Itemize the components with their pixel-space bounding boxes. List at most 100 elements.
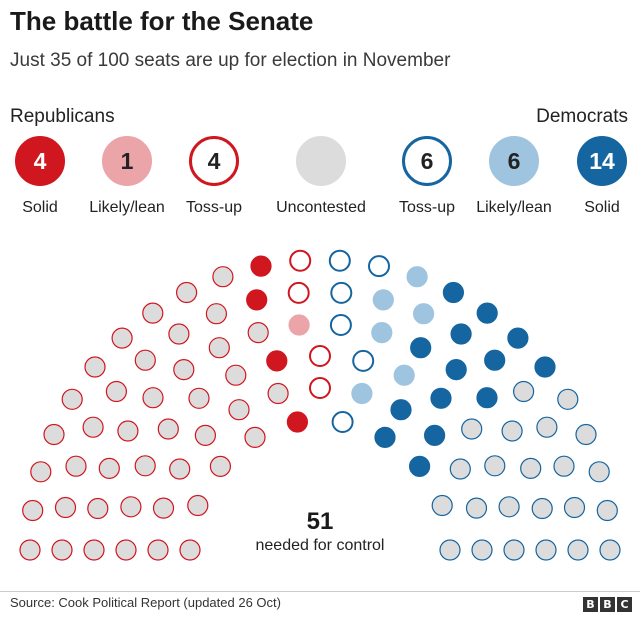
bbc-logo-letter: B — [583, 597, 598, 612]
legend-uncontested-bubble — [296, 136, 346, 186]
seat-rep-uncontested — [61, 388, 83, 410]
seat-dem-solid — [442, 281, 464, 304]
seat-rep-uncontested — [205, 303, 227, 325]
seat-dem-solid — [430, 387, 452, 409]
seat-rep-uncontested — [225, 364, 247, 386]
seat-rep-uncontested — [188, 387, 210, 409]
seat-dem-uncontested — [588, 461, 610, 483]
seat-rep-uncontested — [30, 461, 52, 483]
seat-rep-toss-up — [309, 377, 331, 399]
seat-dem-toss-up — [331, 411, 354, 433]
seat-rep-solid — [266, 350, 288, 372]
seat-rep-likely-lean — [288, 314, 310, 336]
seat-rep-uncontested — [179, 539, 201, 561]
seat-dem-likely-lean — [371, 321, 393, 344]
seat-rep-uncontested — [173, 358, 195, 381]
seat-rep-uncontested — [22, 499, 44, 522]
seat-rep-uncontested — [82, 416, 104, 438]
legend-dem-tossup: 6 Toss-up — [372, 136, 482, 217]
seat-dem-uncontested — [520, 457, 542, 479]
seat-rep-uncontested — [51, 539, 73, 561]
seat-dem-solid — [374, 426, 396, 448]
seat-rep-uncontested — [117, 420, 139, 442]
seat-dem-solid — [476, 302, 498, 324]
legend-rep-tossup: 4 Toss-up — [159, 136, 269, 217]
seat-dem-solid — [410, 337, 432, 359]
seat-rep-uncontested — [65, 455, 87, 477]
seat-rep-uncontested — [147, 539, 169, 561]
legend-rep-likely-label: Likely/lean — [89, 199, 165, 216]
seat-rep-uncontested — [212, 266, 234, 288]
seat-rep-solid — [246, 289, 268, 311]
seat-rep-uncontested — [244, 426, 266, 448]
seat-rep-toss-up — [287, 281, 310, 304]
seat-dem-likely-lean — [406, 266, 428, 288]
seat-dem-likely-lean — [372, 289, 394, 311]
legend-rep-tossup-label: Toss-up — [185, 199, 243, 216]
seat-dem-solid — [409, 455, 431, 477]
seat-rep-uncontested — [152, 497, 175, 519]
seat-dem-uncontested — [471, 539, 493, 561]
seat-dem-solid — [450, 323, 472, 345]
seat-rep-uncontested — [111, 327, 133, 349]
legend-rep-solid-bubble: 4 — [15, 136, 65, 186]
seat-rep-uncontested — [228, 399, 250, 421]
seat-dem-solid — [507, 327, 529, 349]
seat-dem-solid — [476, 387, 498, 409]
seat-rep-uncontested — [54, 496, 77, 519]
seat-dem-solid — [445, 358, 467, 381]
bbc-logo-letter: C — [617, 597, 632, 612]
republicans-label: Republicans — [10, 106, 115, 127]
seat-rep-solid — [250, 255, 272, 277]
seat-rep-uncontested — [84, 356, 106, 378]
legend-dem-solid: 14 Solid — [547, 136, 640, 217]
legend-rep-likely-bubble: 1 — [102, 136, 152, 186]
seat-rep-uncontested — [120, 496, 142, 518]
legend-dem-tossup-label: Toss-up — [398, 199, 456, 216]
chart-title: The battle for the Senate — [10, 6, 314, 36]
seat-rep-uncontested — [209, 455, 231, 477]
footer-divider — [0, 591, 640, 592]
seat-rep-uncontested — [194, 424, 216, 446]
seat-dem-uncontested — [553, 455, 575, 477]
seat-rep-toss-up — [289, 249, 312, 272]
seat-dem-solid — [424, 424, 446, 446]
legend-rep-solid-label: Solid — [22, 199, 58, 216]
seat-rep-uncontested — [115, 539, 137, 561]
seat-rep-uncontested — [157, 418, 179, 440]
seat-dem-uncontested — [431, 494, 453, 517]
seat-dem-uncontested — [512, 380, 535, 403]
seat-rep-uncontested — [43, 423, 65, 446]
seat-dem-likely-lean — [413, 303, 435, 325]
seat-dem-uncontested — [596, 499, 618, 522]
seat-rep-solid — [286, 411, 308, 433]
seat-rep-uncontested — [134, 349, 156, 371]
democrats-label: Democrats — [536, 106, 628, 127]
legend-uncontested: Uncontested — [266, 136, 376, 217]
seat-dem-uncontested — [503, 539, 525, 561]
seat-rep-uncontested — [19, 539, 41, 561]
seat-rep-uncontested — [187, 494, 209, 517]
seat-rep-uncontested — [83, 539, 105, 561]
seat-rep-uncontested — [176, 281, 198, 304]
seat-dem-uncontested — [575, 423, 597, 446]
seat-dem-uncontested — [465, 497, 488, 519]
seat-rep-uncontested — [208, 337, 230, 359]
legend-dem-likely-label: Likely/lean — [476, 199, 552, 216]
legend-dem-likely-bubble: 6 — [489, 136, 539, 186]
legend-dem-likely: 6 Likely/lean — [459, 136, 569, 217]
legend-dem-solid-label: Solid — [584, 199, 620, 216]
seat-dem-uncontested — [501, 420, 523, 442]
seat-dem-uncontested — [557, 388, 579, 410]
seat-dem-solid — [484, 349, 506, 371]
seat-dem-uncontested — [535, 539, 557, 561]
bbc-logo: B B C — [583, 597, 632, 612]
seat-rep-uncontested — [142, 387, 164, 409]
seat-dem-toss-up — [329, 314, 352, 336]
seat-dem-uncontested — [439, 539, 461, 561]
senate-seat-chart — [19, 249, 621, 561]
seat-dem-uncontested — [498, 496, 520, 518]
seat-dem-uncontested — [461, 418, 483, 440]
legend-uncontested-label: Uncontested — [276, 199, 366, 216]
seat-dem-solid — [390, 399, 412, 421]
